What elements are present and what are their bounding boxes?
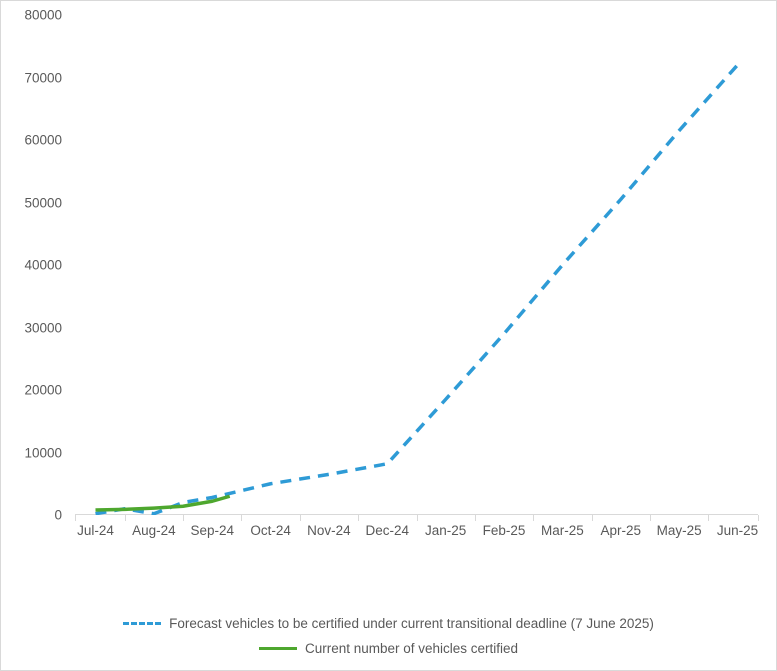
legend-swatch-icon — [259, 647, 297, 650]
x-tick-label: Jan-25 — [425, 523, 466, 538]
y-tick-label: 0 — [7, 508, 62, 523]
series-forecast — [95, 65, 737, 514]
y-tick-label: 70000 — [7, 70, 62, 85]
legend-item-forecast: Forecast vehicles to be certified under … — [123, 616, 654, 631]
x-tick-label: Jun-25 — [717, 523, 758, 538]
x-tick-label: Feb-25 — [483, 523, 526, 538]
legend-swatch-icon — [123, 622, 161, 625]
y-axis: 0100002000030000400005000060000700008000… — [15, 15, 70, 515]
chart-container: 0 10000 20000 30000 40000 50000 60000 70000 8000… — [0, 0, 777, 671]
legend-item-current: Current number of vehicles certified — [259, 641, 518, 656]
plot-area — [75, 15, 758, 515]
x-tick-label: Nov-24 — [307, 523, 351, 538]
x-tick-label: Aug-24 — [132, 523, 176, 538]
x-tick-label: Sep-24 — [190, 523, 234, 538]
y-tick-label: 40000 — [7, 258, 62, 273]
y-tick-label: 30000 — [7, 320, 62, 335]
y-tick-label: 60000 — [7, 133, 62, 148]
x-axis: Jul-24 Aug-24 Sep-24 Oct-24 Nov-24 Dec-24 Jan-… — [75, 517, 758, 545]
x-tick-mark — [758, 515, 759, 521]
y-tick-label: 10000 — [7, 445, 62, 460]
x-tick-label: Dec-24 — [366, 523, 410, 538]
y-tick-label: 20000 — [7, 383, 62, 398]
y-tick-label: 50000 — [7, 195, 62, 210]
plot-wrapper: 0100002000030000400005000060000700008000… — [15, 15, 758, 545]
legend: Forecast vehicles to be certified under … — [1, 616, 776, 656]
y-tick-label: 80000 — [7, 8, 62, 23]
x-tick-label: Apr-25 — [601, 523, 642, 538]
x-tick-label: Jul-24 — [77, 523, 114, 538]
x-tick-label: Oct-24 — [250, 523, 291, 538]
x-tick-label: May-25 — [657, 523, 702, 538]
chart-svg — [75, 15, 758, 515]
legend-label: Forecast vehicles to be certified under … — [169, 616, 654, 631]
legend-label: Current number of vehicles certified — [305, 641, 518, 656]
x-tick-label: Mar-25 — [541, 523, 584, 538]
